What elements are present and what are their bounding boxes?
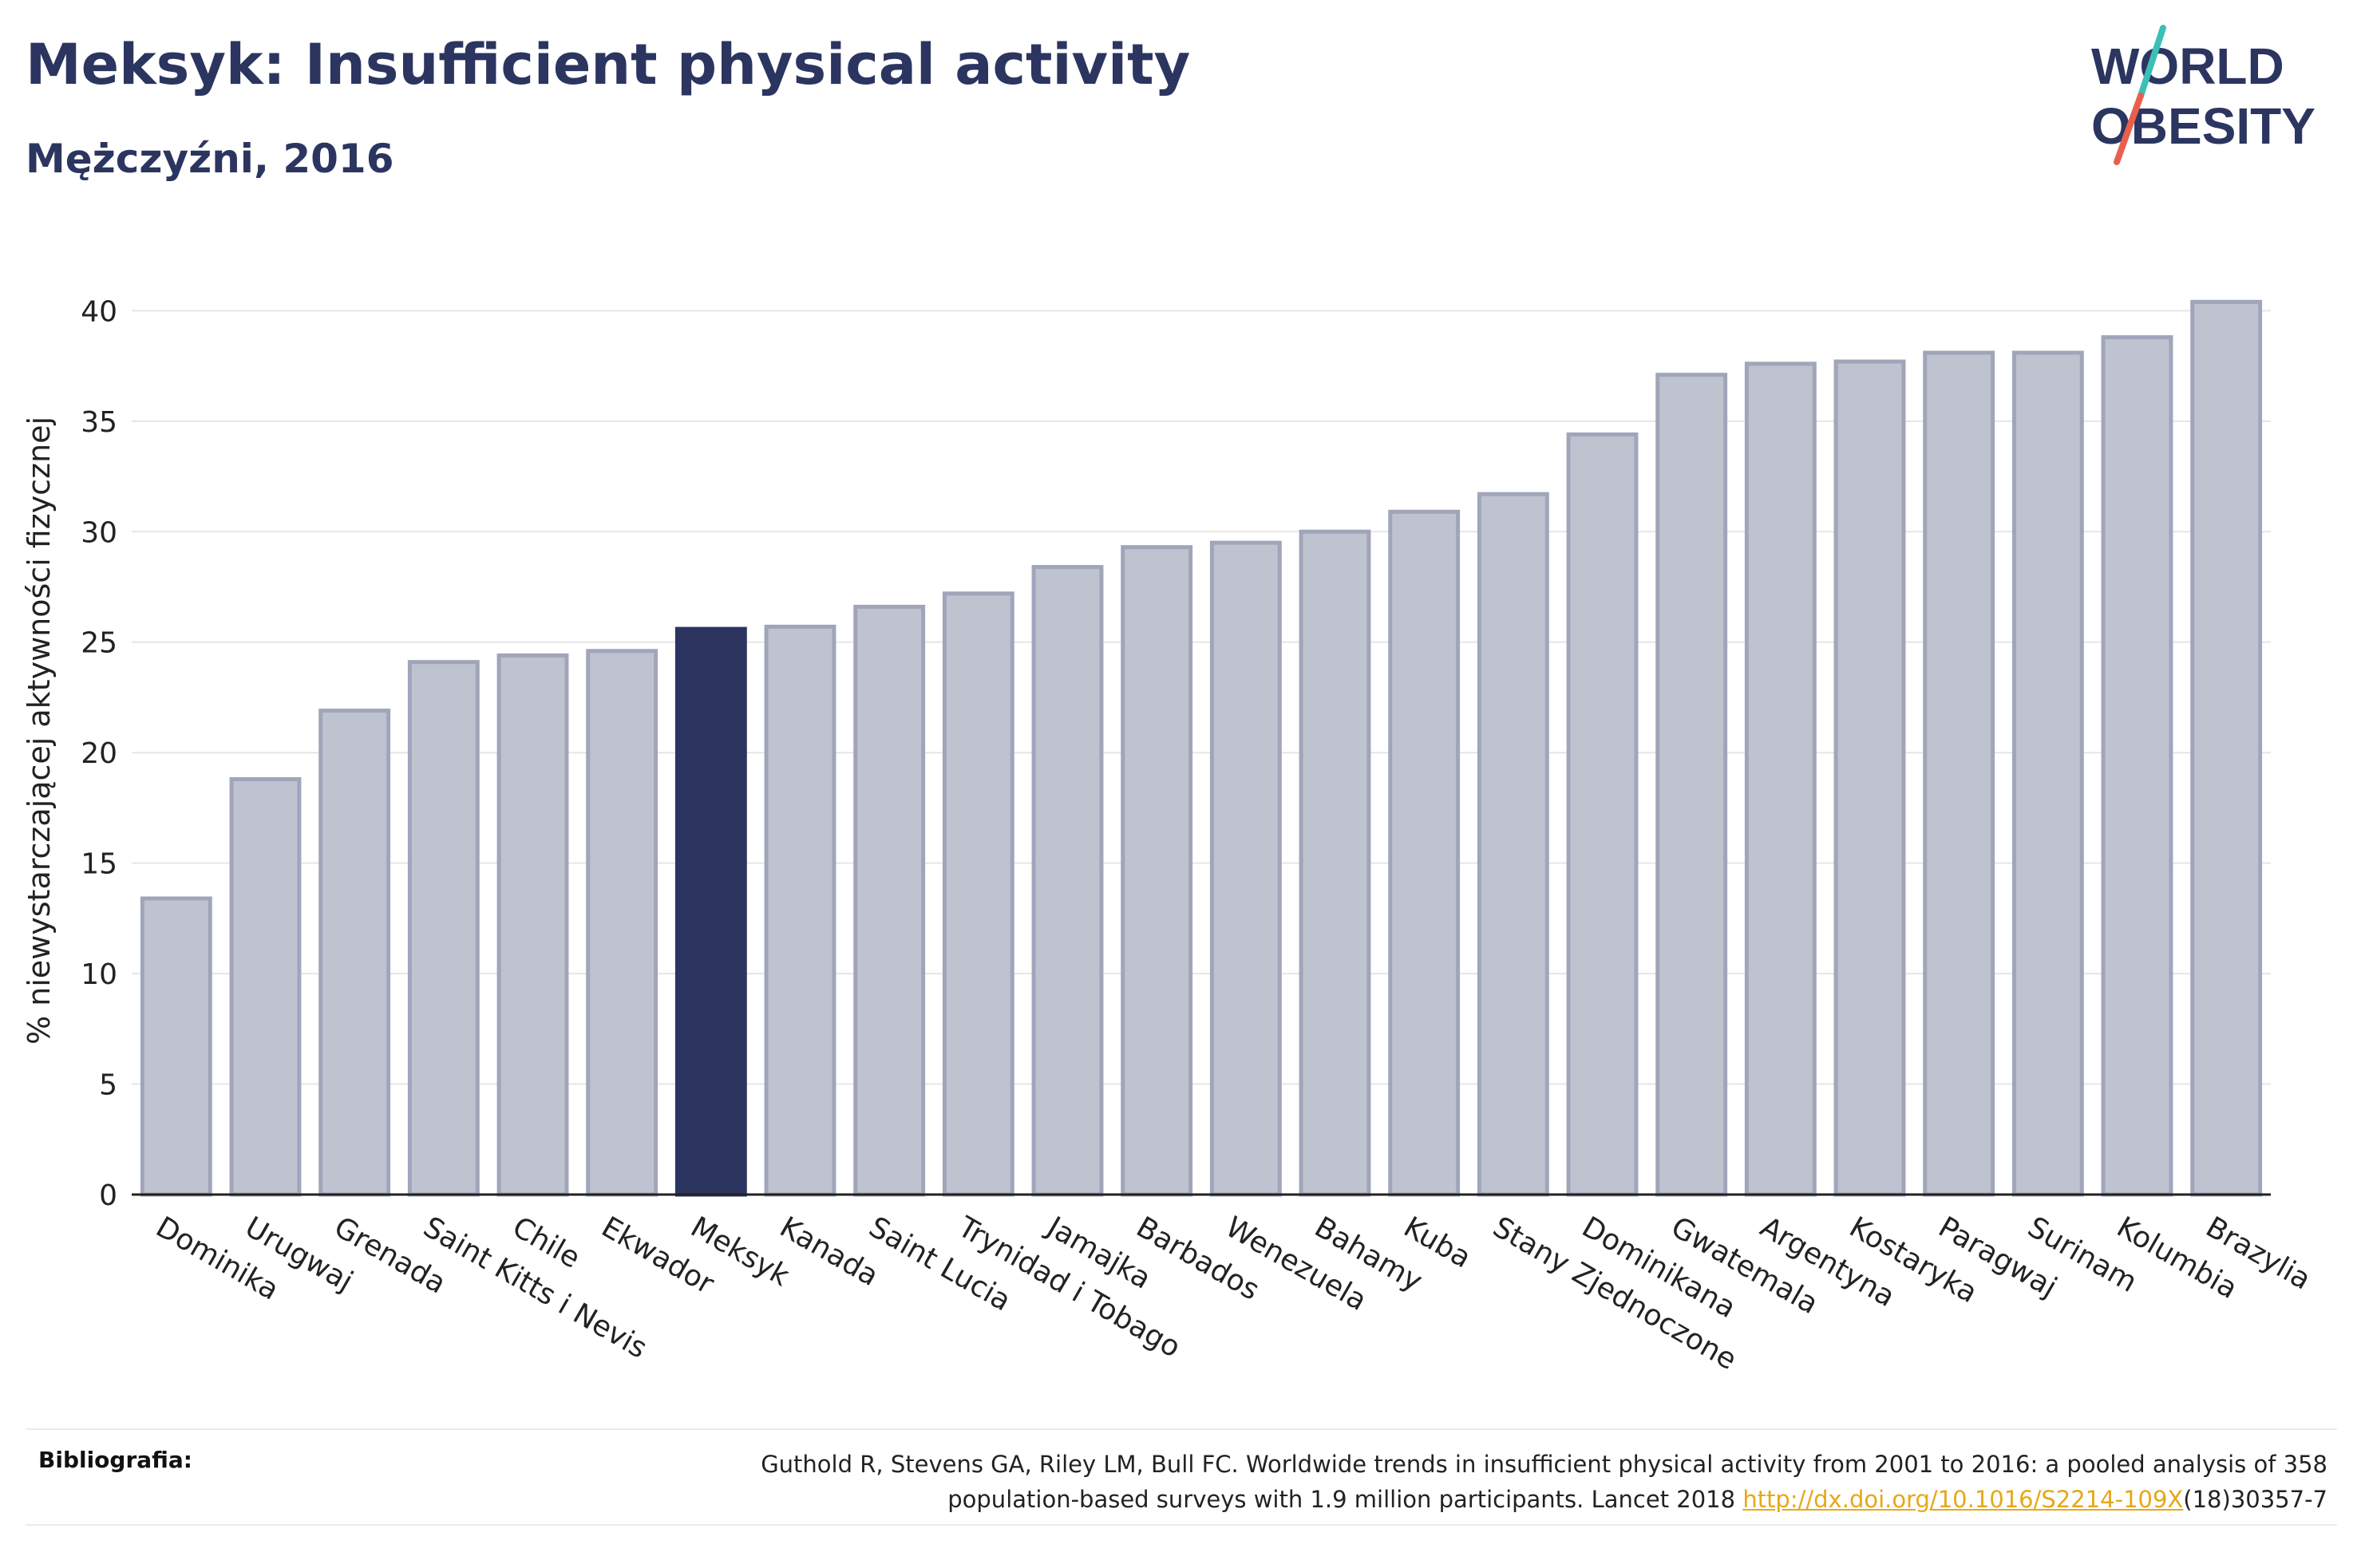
bar [1923,350,1995,1197]
bar [1388,509,1461,1197]
y-tick-labels: 0 5 10 15 20 25 30 35 40 [81,295,117,1212]
bibliography-line2-before: population-based surveys with 1.9 millio… [947,1486,1743,1513]
y-tick-label: 0 [99,1179,117,1212]
bibliography-top-rule [26,1428,2337,1430]
bar [2101,335,2173,1197]
bar [1744,361,1817,1197]
bar [140,896,212,1197]
bar [1833,359,1906,1197]
bar [764,624,836,1197]
y-tick-label: 35 [81,406,117,439]
bar [1655,373,1728,1197]
bar [942,591,1014,1197]
bibliography-doi-link[interactable]: http://dx.doi.org/10.1016/S2214-109X [1742,1486,2184,1513]
bar [1299,529,1371,1197]
bar-highlighted [674,626,747,1197]
y-tick-label: 5 [99,1069,117,1102]
bar [1477,492,1549,1197]
bar [586,649,658,1197]
bar [1566,432,1639,1197]
logo-line1: WORLD [2091,38,2284,95]
bar [229,776,302,1197]
y-tick-label: 20 [81,737,117,770]
bibliography-text: Guthold R, Stevens GA, Riley LM, Bull FC… [372,1447,2327,1517]
world-obesity-logo: WORLD OBESITY [2091,25,2316,165]
bar [1209,540,1282,1197]
bar [2190,299,2263,1197]
bar [318,709,391,1197]
x-tick-label: Kanada [774,1211,884,1293]
bar [496,653,569,1197]
y-axis-label: % niewystarczającej aktywności fizycznej [22,417,57,1045]
bar [407,660,480,1197]
bar [2011,350,2084,1197]
bar [1121,545,1193,1197]
bar [853,604,926,1197]
y-tick-label: 25 [81,627,117,660]
y-tick-label: 30 [81,516,117,549]
bibliography-label: Bibliografia: [38,1447,193,1473]
bibliography-bottom-rule [26,1524,2337,1526]
bar-chart: 0 5 10 15 20 25 30 35 40 DominikaUrugwajGrenadaS… [22,295,2316,1376]
logo-slash-bottom [2114,93,2144,165]
bars [140,299,2263,1197]
y-tick-label: 15 [81,848,117,881]
y-tick-label: 10 [81,958,117,991]
gridlines [132,310,2271,1085]
chart-subtitle: Mężczyźni, 2016 [26,136,394,182]
y-tick-label: 40 [81,295,117,328]
logo-slash-top [2138,25,2166,99]
bibliography-line1: Guthold R, Stevens GA, Riley LM, Bull FC… [761,1451,2327,1478]
bibliography-line2-after: (18)30357-7 [2183,1486,2327,1513]
bar [1031,565,1104,1197]
chart-title: Meksyk: Insufficient physical activity [26,32,1191,97]
